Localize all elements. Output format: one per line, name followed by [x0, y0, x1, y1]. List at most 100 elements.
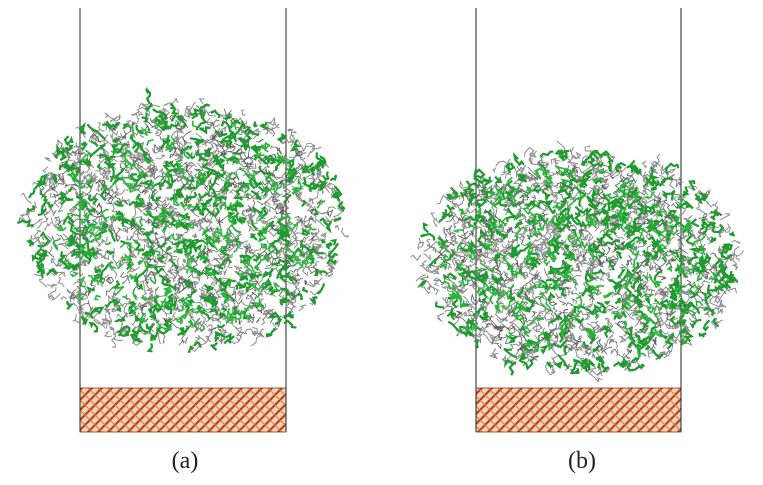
molecule-fragment	[199, 171, 204, 175]
molecule-fragment	[515, 155, 524, 164]
molecule-fragment	[264, 253, 268, 261]
molecule-fragment	[279, 272, 285, 283]
molecule-fragment	[609, 280, 618, 287]
molecule-fragment	[120, 243, 131, 248]
molecule-fragment	[133, 289, 137, 300]
molecule-fragment	[95, 183, 100, 189]
molecule-fragment	[95, 296, 101, 300]
molecule-fragment	[263, 129, 268, 134]
molecule-fragment	[257, 213, 260, 224]
molecule-fragment	[667, 266, 671, 270]
molecule-fragment	[420, 280, 426, 285]
molecule-fragment	[484, 193, 488, 198]
molecule-fragment	[605, 302, 609, 303]
molecule-fragment	[449, 265, 452, 269]
molecule-fragment	[599, 363, 600, 369]
molecule-fragment	[252, 334, 256, 336]
molecule-fragment	[177, 258, 182, 268]
molecule-fragment	[117, 317, 125, 322]
molecule-fragment	[102, 209, 110, 221]
molecule-fragment	[525, 202, 532, 207]
substrate	[476, 388, 681, 432]
molecule-fragment	[295, 273, 300, 276]
molecule-fragment	[632, 243, 635, 248]
molecule-fragment	[653, 242, 657, 244]
molecule-fragment	[138, 260, 143, 264]
molecule-fragment	[251, 191, 261, 199]
figure: (a) (b)	[0, 0, 763, 485]
molecule-fragment	[264, 268, 272, 277]
molecule-fragment	[127, 236, 132, 240]
molecule-fragment	[180, 223, 189, 228]
molecule-fragment	[509, 337, 515, 342]
molecule-fragment	[541, 346, 547, 352]
molecule-fragment	[188, 162, 197, 169]
molecule-fragment	[645, 297, 649, 302]
molecule-fragment	[628, 363, 639, 370]
molecule-fragment	[233, 184, 237, 189]
molecule-fragment	[271, 206, 277, 211]
molecule-fragment	[143, 180, 151, 186]
molecule-fragment	[617, 251, 622, 258]
molecule-fragment	[314, 209, 318, 215]
molecule-fragment	[646, 345, 650, 350]
panel: (b)	[411, 8, 744, 474]
molecule-fragment	[618, 270, 624, 278]
molecule-fragment	[572, 299, 576, 304]
molecule-fragment	[707, 292, 711, 299]
molecule-fragment	[305, 280, 307, 285]
molecule-fragment	[565, 287, 571, 289]
molecule-fragment	[306, 203, 311, 212]
molecule-fragment	[333, 240, 335, 245]
molecule-fragment	[692, 219, 699, 226]
molecule-fragment	[94, 193, 99, 197]
molecule-fragment	[152, 148, 159, 153]
molecule-fragment	[208, 219, 212, 226]
molecule-fragment	[254, 122, 258, 127]
molecule-fragment	[603, 293, 614, 298]
molecule-fragment	[548, 344, 553, 350]
molecule-fragment	[585, 145, 590, 151]
molecule-fragment	[606, 247, 610, 255]
molecule-fragment	[115, 281, 119, 288]
molecule-fragment	[576, 153, 580, 158]
molecule-fragment	[493, 168, 496, 173]
molecule-fragment	[669, 251, 678, 258]
molecule-fragment	[329, 184, 334, 187]
molecule-fragment	[469, 225, 474, 232]
molecule-fragment	[299, 305, 306, 311]
molecule-fragment	[480, 216, 485, 222]
molecule-fragment	[151, 195, 161, 201]
molecule-cluster	[411, 141, 744, 382]
molecule-fragment	[112, 334, 116, 347]
molecule-fragment	[714, 224, 723, 232]
molecule-fragment	[456, 311, 461, 315]
molecule-fragment	[315, 270, 319, 275]
molecule-fragment	[288, 129, 293, 131]
molecule-fragment	[528, 227, 531, 240]
molecule-fragment	[281, 140, 293, 143]
molecule-fragment	[581, 310, 590, 320]
molecule-fragment	[221, 314, 226, 317]
molecule-fragment	[173, 110, 177, 122]
page: (a) (b) (() => { const data = JSON.parse…	[0, 0, 763, 485]
molecule-fragment	[105, 332, 112, 337]
molecule-fragment	[166, 197, 169, 200]
molecule-fragment	[711, 238, 716, 243]
molecule-fragment	[65, 136, 73, 144]
molecule-fragment	[221, 127, 226, 132]
molecule-fragment	[443, 255, 449, 260]
molecule-fragment	[695, 194, 699, 200]
molecule-fragment	[256, 139, 263, 142]
molecule-fragment	[58, 277, 64, 288]
molecule-fragment	[576, 350, 585, 359]
molecule-fragment	[211, 111, 219, 118]
molecule-fragment	[707, 236, 711, 245]
molecule-fragment	[477, 190, 481, 195]
molecule-fragment	[109, 327, 114, 331]
molecule-fragment	[497, 344, 501, 348]
molecule-fragment	[308, 226, 316, 232]
molecule-fragment	[605, 235, 613, 240]
molecule-fragment	[132, 330, 141, 333]
molecule-fragment	[151, 276, 156, 284]
